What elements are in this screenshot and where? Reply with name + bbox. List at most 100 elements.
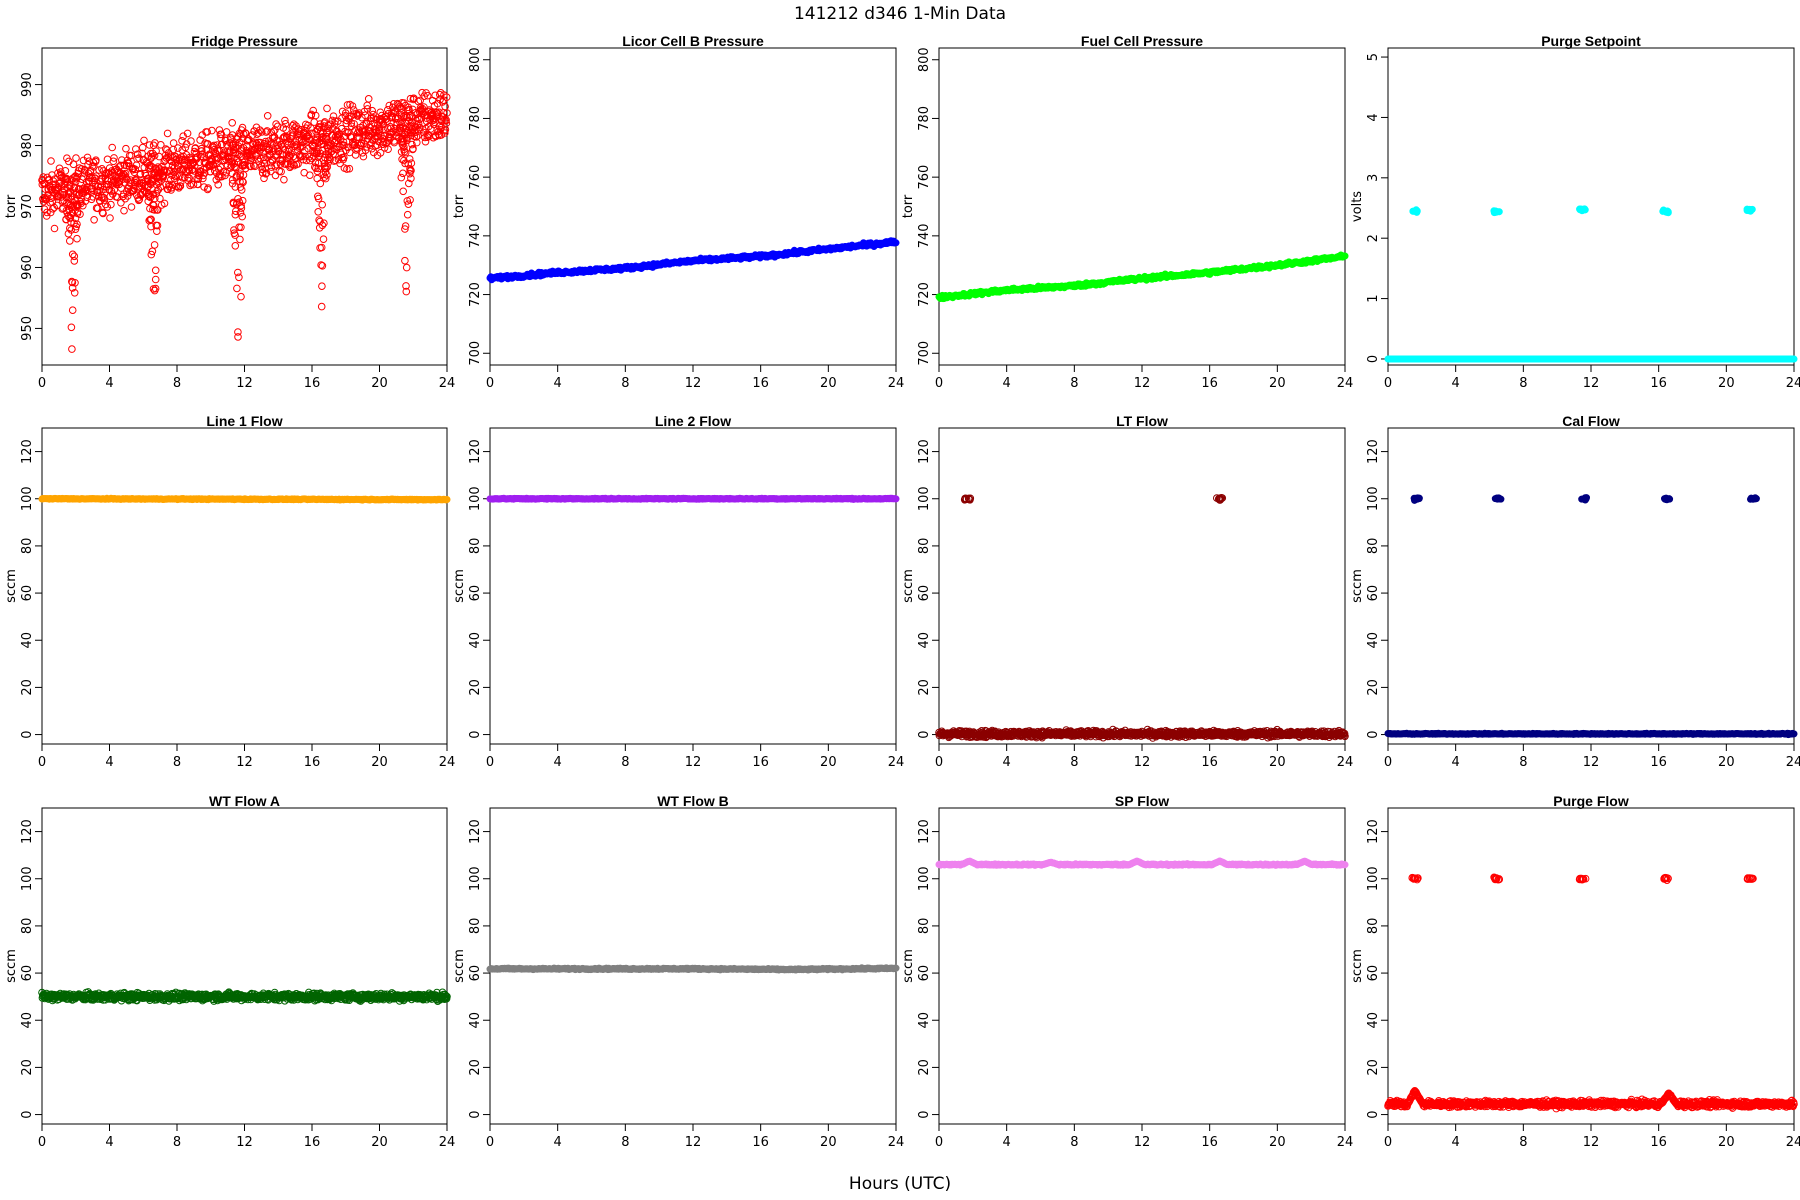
y-tick-label: 60 [20, 585, 35, 602]
panel-title: Fridge Pressure [191, 33, 298, 49]
y-tick-label: 0 [1366, 355, 1381, 363]
data-point [193, 174, 201, 183]
data-point [151, 275, 160, 284]
data-point [92, 172, 100, 180]
data-point [68, 250, 77, 259]
x-tick-label: 16 [1650, 376, 1667, 391]
data-point [169, 145, 178, 154]
y-tick-label: 40 [468, 632, 483, 649]
data-point [131, 165, 139, 174]
x-tick-label: 24 [888, 755, 905, 770]
y-tick-label: 950 [20, 316, 35, 341]
y-tick-label: 800 [468, 47, 483, 72]
data-point [1341, 252, 1349, 260]
data-point [1495, 208, 1503, 216]
panel-title: Line 1 Flow [206, 413, 282, 429]
data-point [89, 178, 97, 187]
data-point [78, 175, 86, 184]
data-point [150, 241, 159, 249]
data-point [234, 328, 242, 336]
data-point [262, 169, 271, 177]
figure-title: 141212 d346 1-Min Data [794, 4, 1006, 24]
data-point [174, 144, 182, 152]
data-point [228, 131, 237, 139]
data-point [200, 169, 209, 177]
y-axis-label: sccm [452, 569, 467, 603]
data-point [262, 128, 271, 136]
data-point [171, 172, 180, 181]
y-axis-label: sccm [4, 569, 19, 603]
data-point [77, 199, 85, 208]
data-point [323, 104, 331, 113]
x-tick-label: 20 [371, 376, 388, 391]
data-point [402, 263, 411, 272]
data-point [51, 175, 59, 183]
y-tick-label: 0 [468, 730, 483, 738]
data-point [258, 169, 267, 177]
data-point [316, 179, 325, 188]
data-point [214, 180, 222, 189]
data-point [263, 112, 272, 120]
data-point [94, 204, 102, 213]
x-tick-label: 12 [1134, 755, 1151, 770]
data-point [126, 176, 135, 184]
data-point [113, 193, 122, 201]
y-tick-label: 20 [468, 679, 483, 696]
data-point [233, 284, 241, 293]
data-point [109, 157, 118, 166]
data-point [236, 235, 244, 244]
data-point [98, 208, 107, 217]
data-point [46, 208, 55, 217]
data-point [50, 224, 59, 233]
data-point [194, 180, 202, 189]
plot-frame [938, 47, 1346, 366]
data-point [208, 126, 216, 135]
data-point [236, 170, 245, 178]
x-tick-label: 8 [1070, 755, 1078, 770]
data-point [124, 159, 133, 168]
y-tick-label: 740 [917, 223, 932, 248]
x-tick-label: 0 [486, 376, 494, 391]
data-point [210, 166, 219, 175]
x-tick-label: 0 [935, 376, 943, 391]
data-point [138, 143, 147, 152]
y-tick-label: 80 [917, 538, 932, 555]
data-point [244, 135, 253, 143]
data-point [403, 210, 412, 219]
data-point [1576, 206, 1584, 214]
x-tick-label: 0 [38, 376, 46, 391]
x-tick-label: 16 [1201, 376, 1218, 391]
data-point [399, 187, 408, 196]
y-tick-label: 100 [20, 486, 35, 511]
data-point [152, 147, 160, 155]
data-point [176, 178, 185, 187]
y-tick-label: 4 [1366, 113, 1381, 121]
data-point [178, 137, 186, 145]
y-tick-label: 120 [20, 439, 35, 464]
x-tick-label: 20 [820, 376, 837, 391]
data-point [43, 208, 51, 217]
data-point [135, 195, 144, 204]
x-tick-label: 12 [1583, 376, 1600, 391]
data-point [260, 160, 269, 168]
y-tick-label: 40 [917, 632, 932, 649]
data-point [73, 234, 81, 243]
y-tick-label: 720 [468, 282, 483, 307]
data-point [319, 235, 328, 243]
y-tick-label: 20 [917, 679, 932, 696]
y-tick-label: 60 [917, 585, 932, 602]
data-point [892, 495, 900, 503]
data-point [317, 302, 326, 311]
data-point [210, 141, 218, 150]
data-point [122, 144, 130, 153]
data-point [1790, 355, 1798, 363]
y-tick-label: 100 [468, 486, 483, 511]
x-tick-label: 8 [1070, 376, 1078, 391]
x-tick-label: 0 [38, 755, 46, 770]
panel-title: Purge Setpoint [1541, 33, 1641, 49]
x-tick-label: 16 [752, 755, 769, 770]
